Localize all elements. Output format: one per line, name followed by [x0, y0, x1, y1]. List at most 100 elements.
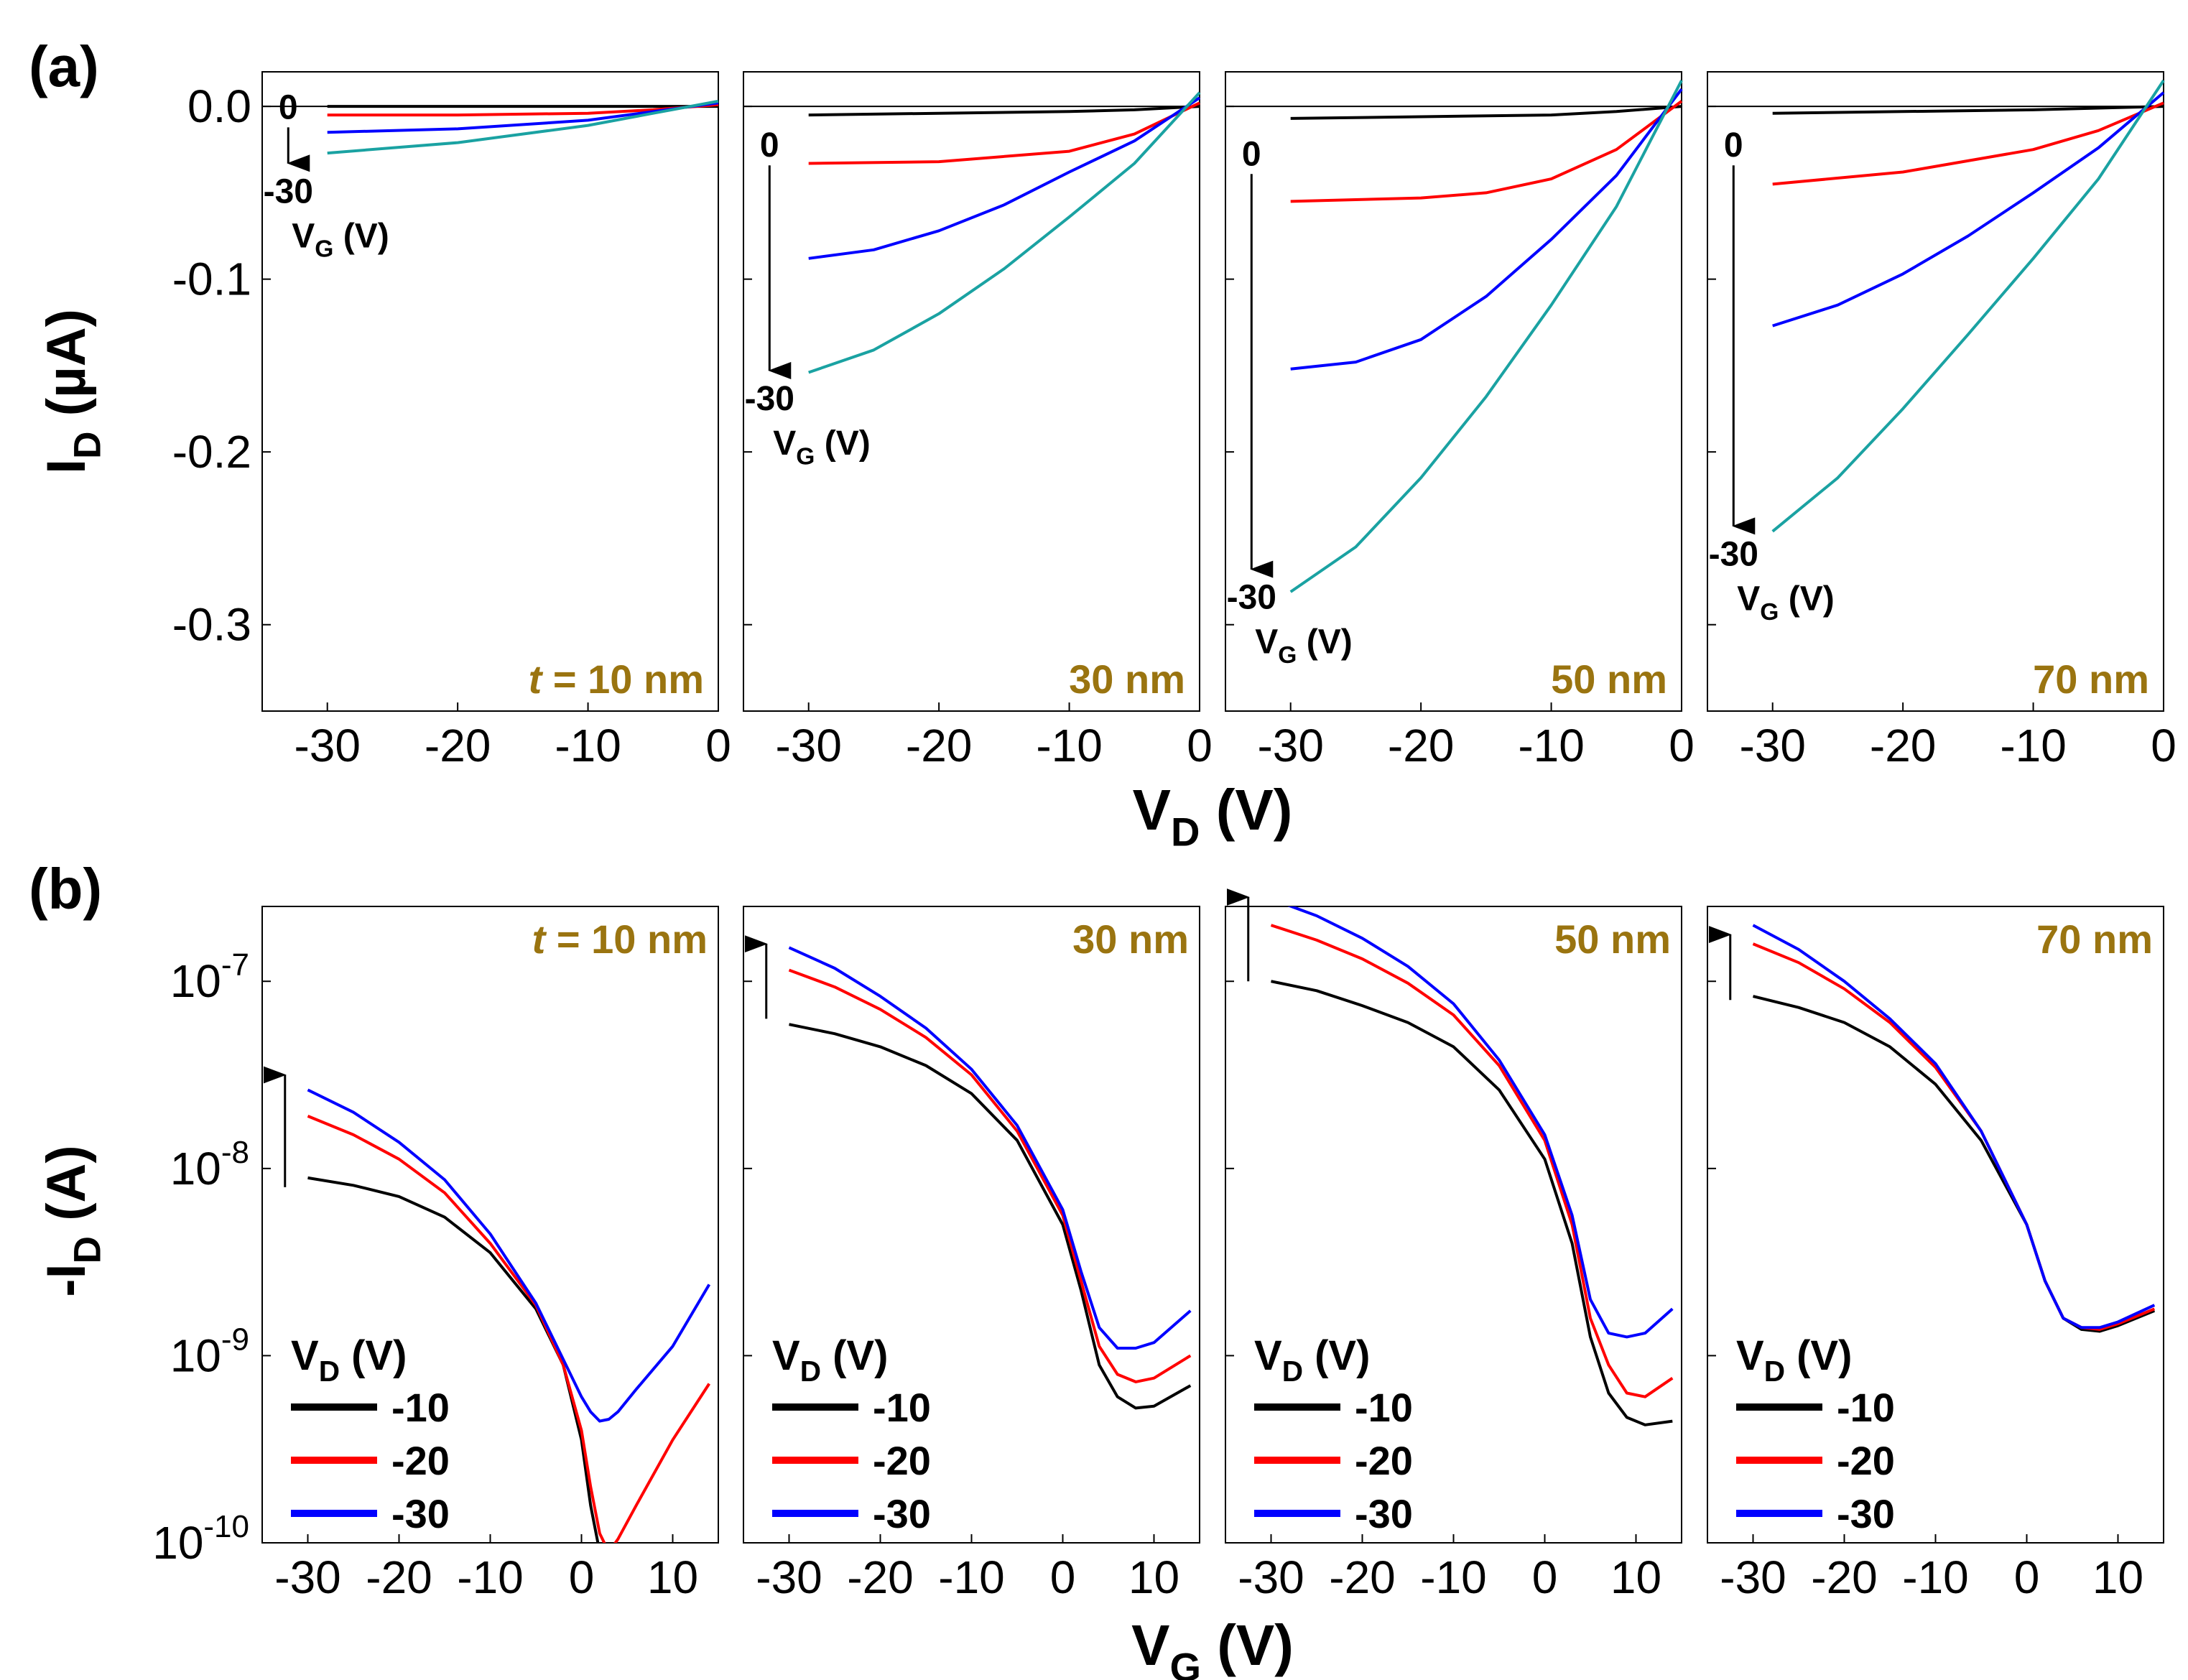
x-tick-label: -30 — [1238, 1551, 1304, 1603]
legend-title: VD (V) — [1254, 1332, 1370, 1388]
x-tick-label: -10 — [938, 1551, 1005, 1603]
x-tick-label: 10 — [1610, 1551, 1661, 1603]
plot-frame — [1225, 71, 1682, 712]
plot-frame — [261, 906, 719, 1544]
panel-label-a: (a) — [29, 34, 99, 98]
y-tick-label: -0.1 — [172, 254, 251, 305]
x-tick-label: 0 — [705, 720, 731, 771]
legend: VD (V)-10 -20 -30 — [1736, 1332, 1895, 1536]
series-line-VG=-30 — [808, 91, 1201, 374]
plot-frame — [743, 71, 1200, 712]
series-line-VG=-10 — [1290, 100, 1683, 203]
x-axis-title: VD (V) — [1133, 778, 1293, 854]
x-tick-label: 10 — [2092, 1551, 2143, 1603]
subplot-a-1: 0.0 -0.1 -0.2 -0.3 -30 -20 -10 0 0 -30 VG (V) t = 1… — [172, 71, 731, 771]
x-tick-label: -10 — [1518, 720, 1585, 771]
series-line-VD=-20 — [1752, 942, 2156, 1331]
x-tick-label: -30 — [756, 1551, 822, 1603]
x-tick-label: -10 — [457, 1551, 524, 1603]
x-tick-label: 0 — [569, 1551, 595, 1603]
x-tick-label: -10 — [2000, 720, 2067, 771]
series-line-VD=-30 — [788, 946, 1192, 1350]
thickness-label: 50 nm — [1551, 656, 1667, 702]
x-tick-label: -20 — [906, 720, 973, 771]
plot-frame — [1225, 906, 1682, 1544]
series-line-VD=-20 — [788, 968, 1192, 1383]
y-tick-label: 10-10 — [152, 1509, 249, 1569]
legend-label: -20 — [873, 1438, 931, 1483]
arrow-start-label: 0 — [1724, 126, 1743, 164]
x-tick-label: -30 — [775, 720, 842, 771]
x-tick-label: -30 — [1720, 1551, 1786, 1603]
x-tick-label: -20 — [1388, 720, 1455, 771]
series-line-VD=-10 — [1753, 995, 2156, 1333]
arrow-end-label: -30 — [264, 172, 313, 210]
y-tick-label: -0.3 — [172, 599, 251, 651]
thickness-label: t = 10 nm — [532, 916, 708, 962]
x-tick-label: -10 — [1902, 1551, 1969, 1603]
legend-label: -10 — [1837, 1385, 1895, 1430]
legend-label: -20 — [1837, 1438, 1895, 1483]
series-line-VG=-10 — [808, 101, 1200, 165]
legend-label: -10 — [873, 1385, 931, 1430]
legend-label: -10 — [391, 1385, 450, 1430]
series-line-VD=-20 — [1270, 924, 1674, 1398]
arrow-start-label: 0 — [760, 126, 779, 164]
x-tick-label: -20 — [1329, 1551, 1396, 1603]
series-line-VD=-30 — [1752, 924, 2156, 1329]
series-line-VG=0 — [808, 105, 1200, 117]
subplot-b-1: 10-7 10-8 10-9 10-10 -30 -20 -10 0 10 t = 10 nm VD… — [152, 906, 719, 1603]
series-line-VG=-20 — [808, 96, 1201, 260]
series-line-VD=-10 — [789, 1023, 1192, 1410]
legend-label: -30 — [1837, 1491, 1895, 1536]
arrow-end-label: -30 — [745, 380, 794, 418]
x-tick-label: -20 — [366, 1551, 432, 1603]
x-tick-label: -20 — [425, 720, 491, 771]
chart-a: 0.0 -0.1 -0.2 -0.3 -30 -20 -10 0 0 -30 VG (V) t = 1… — [36, 71, 2177, 854]
series-group — [307, 1088, 711, 1543]
y-tick-label: 10-8 — [170, 1135, 249, 1194]
series-line-VG=-30 — [327, 99, 719, 155]
series-group — [1270, 906, 1674, 1426]
y-tick-label: 10-7 — [170, 947, 249, 1007]
panel-label-b: (b) — [29, 857, 102, 921]
thickness-label: 30 nm — [1069, 656, 1185, 702]
subplot-a-3: -30 -20 -10 0 0 -30 VG (V) 50 nm — [1225, 71, 1695, 771]
x-tick-label: -10 — [555, 720, 621, 771]
vg-unit-label: VG (V) — [292, 217, 389, 262]
y-tick-label: -0.2 — [172, 426, 251, 478]
x-tick-label: -20 — [847, 1551, 914, 1603]
series-line-VG=0 — [1290, 105, 1682, 120]
series-line-VG=0 — [1772, 105, 2164, 115]
series-line-VG=-20 — [1772, 91, 2165, 328]
x-tick-label: -20 — [1870, 720, 1937, 771]
x-tick-label: -10 — [1420, 1551, 1487, 1603]
arrow-end-label: -30 — [1709, 535, 1758, 573]
legend-label: -20 — [391, 1438, 450, 1483]
series-line-VG=-30 — [1289, 80, 1683, 593]
legend-label: -30 — [873, 1491, 931, 1536]
x-tick-label: 0 — [1050, 1551, 1076, 1603]
vg-unit-label: VG (V) — [773, 424, 870, 470]
x-tick-label: -30 — [294, 720, 361, 771]
plot-frame — [1707, 71, 2164, 712]
thickness-label: 70 nm — [2033, 656, 2149, 702]
x-tick-label: -30 — [1257, 720, 1324, 771]
legend-title: VD (V) — [291, 1332, 407, 1388]
x-tick-label: 10 — [1128, 1551, 1179, 1603]
thickness-label: t = 10 nm — [529, 656, 704, 702]
x-tick-label: 10 — [647, 1551, 698, 1603]
chart-b: 10-710-810-910-10-30 -20 -10 0 10t = 10 nmVD… — [36, 888, 2164, 1680]
legend-label: -20 — [1355, 1438, 1413, 1483]
x-tick-label: -20 — [1811, 1551, 1878, 1603]
series-line-VD=-10 — [1271, 980, 1673, 1426]
x-tick-label: 0 — [2151, 720, 2177, 771]
x-tick-label: 0 — [1532, 1551, 1558, 1603]
legend-label: -30 — [391, 1491, 450, 1536]
arrow-start-label: 0 — [1242, 135, 1261, 173]
arrow-end-label: -30 — [1227, 579, 1276, 617]
legend: VD (V)-10 -20 -30 — [291, 1332, 450, 1536]
